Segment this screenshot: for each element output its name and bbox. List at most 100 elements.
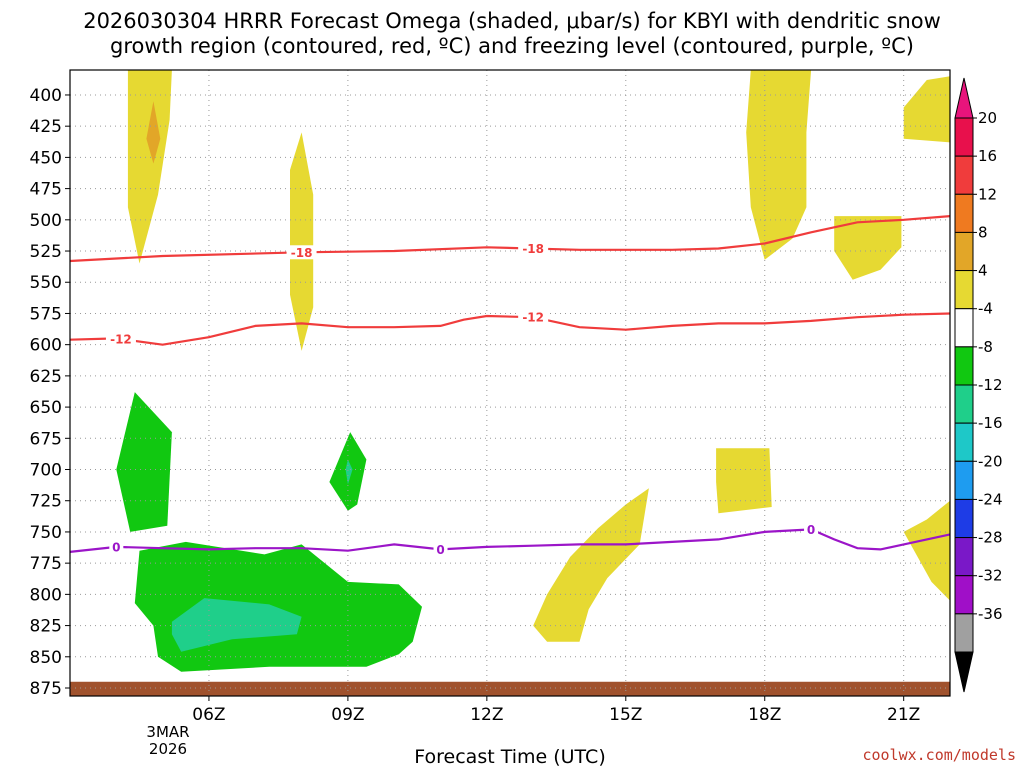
colorbar-swatch-3 <box>954 231 974 272</box>
date-label-day: 3MAR <box>146 723 189 741</box>
contour-label-bg-zero-1 <box>433 542 448 557</box>
grid-lines <box>70 70 950 696</box>
x-axis-ticks: 06Z 09Z 12Z 15Z 18Z 21Z <box>192 696 920 725</box>
colorbar-label-3: 8 <box>978 223 988 241</box>
y-tick-label-500: 500 <box>30 211 62 231</box>
colorbar-swatch-7 <box>954 384 974 424</box>
terrain-layer <box>70 681 950 696</box>
y-axis-ticks: 400 425 450 475 500 525 550 575 600 625 650 675 700 7… <box>30 86 70 699</box>
colorbar-label-7: -12 <box>978 376 1003 394</box>
colorbar-swatch-5 <box>954 308 974 348</box>
colorbar: 20 16 12 8 4 -4 -8 -12 -16 -20 -24 -28 -32 -36 <box>954 77 1003 693</box>
y-tick-label-775: 775 <box>30 554 62 574</box>
date-label-year: 2026 <box>149 740 187 758</box>
y-tick-label-475: 475 <box>30 180 62 200</box>
y-tick-label-825: 825 <box>30 617 62 637</box>
y-tick-label-875: 875 <box>30 679 62 699</box>
contour-minus-12 <box>69 312 951 346</box>
colorbar-label-5: -4 <box>978 300 993 318</box>
y-tick-label-750: 750 <box>30 523 62 543</box>
y-tick-label-525: 525 <box>30 242 62 262</box>
contour-label-minus-18-0: -18 <box>291 246 313 260</box>
y-tick-label-600: 600 <box>30 336 62 356</box>
colorbar-swatch-8 <box>954 422 974 462</box>
y-tick-label-850: 850 <box>30 648 62 668</box>
colorbar-top-arrow <box>954 77 974 119</box>
colorbar-label-9: -20 <box>978 452 1003 470</box>
colorbar-swatch-2 <box>954 193 974 233</box>
title-line-2: growth region (contoured, red, ºC) and f… <box>110 34 914 58</box>
shaded-regions <box>116 70 950 672</box>
contour-label-zero-0: 0 <box>112 540 120 554</box>
y-tick-label-450: 450 <box>30 148 62 168</box>
y-tick-label-400: 400 <box>30 86 62 106</box>
x-tick-label-15Z: 15Z <box>609 705 642 725</box>
y-tick-label-625: 625 <box>30 367 62 387</box>
colorbar-swatch-0 <box>954 117 974 157</box>
x-tick-label-18Z: 18Z <box>748 705 781 725</box>
colorbar-swatch-6 <box>954 346 974 386</box>
shaded-region-rising-core-05z <box>146 101 161 164</box>
terrain-surface <box>70 681 950 696</box>
y-tick-label-425: 425 <box>30 117 62 137</box>
contour-label-minus-12-0: -12 <box>110 333 132 347</box>
colorbar-swatch-1 <box>954 155 974 195</box>
colorbar-swatch-9 <box>954 460 974 500</box>
shaded-region-rising-patch-20z <box>834 216 902 280</box>
colorbar-swatch-10 <box>954 498 974 539</box>
y-tick-label-675: 675 <box>30 429 62 449</box>
plot-area: -18 -18 -12 -12 0 0 0 <box>69 69 951 697</box>
y-tick-label-725: 725 <box>30 492 62 512</box>
contour-label-zero-2: 0 <box>807 523 815 537</box>
x-tick-label-21Z: 21Z <box>887 705 920 725</box>
shaded-region-sinking-lower-core <box>171 598 302 652</box>
colorbar-swatch-11 <box>954 537 974 577</box>
colorbar-label-11: -28 <box>978 529 1003 547</box>
shaded-region-sinking-09z-core <box>345 459 353 485</box>
colorbar-label-12: -32 <box>978 567 1003 585</box>
colorbar-swatch-12 <box>954 575 974 615</box>
contour-label-bg-minus-12-0 <box>105 332 136 347</box>
y-tick-label-700: 700 <box>30 461 62 481</box>
contour-label-bg-zero-2 <box>804 522 819 537</box>
contour-zero <box>69 528 951 553</box>
colorbar-label-0: 20 <box>978 109 997 127</box>
colorbar-label-6: -8 <box>978 338 993 356</box>
contour-label-zero-1: 0 <box>436 543 444 557</box>
colorbar-label-1: 16 <box>978 147 997 165</box>
x-axis-title: Forecast Time (UTC) <box>414 746 605 768</box>
contour-label-minus-18-1: -18 <box>522 242 544 256</box>
contour-label-bg-zero-0 <box>109 539 124 554</box>
contour-label-bg-minus-18-0 <box>286 245 317 260</box>
y-tick-label-575: 575 <box>30 304 62 324</box>
y-tick-label-550: 550 <box>30 273 62 293</box>
colorbar-label-8: -16 <box>978 414 1003 432</box>
colorbar-bottom-arrow <box>954 651 974 693</box>
contour-label-minus-12-1: -12 <box>522 311 544 325</box>
contour-label-bg-minus-12-1 <box>518 310 549 325</box>
title-line-1: 2026030304 HRRR Forecast Omega (shaded, … <box>83 9 941 33</box>
x-tick-label-12Z: 12Z <box>470 705 503 725</box>
x-tick-label-09Z: 09Z <box>331 705 364 725</box>
y-tick-label-800: 800 <box>30 585 62 605</box>
x-tick-label-06Z: 06Z <box>192 705 225 725</box>
colorbar-label-10: -24 <box>978 490 1003 508</box>
contour-label-bg-minus-18-1 <box>518 241 549 256</box>
shaded-region-rising-patch-14z <box>533 488 649 642</box>
credit-text: coolwx.com/models <box>862 746 1016 764</box>
shaded-region-rising-patch-21z-low <box>903 500 950 601</box>
colorbar-swatch-4 <box>954 270 974 310</box>
shaded-region-sinking-05z <box>116 392 172 532</box>
colorbar-label-2: 12 <box>978 185 997 203</box>
contour-lines: -18 -18 -12 -12 0 0 0 <box>69 215 951 557</box>
y-tick-label-650: 650 <box>30 398 62 418</box>
shaded-region-rising-patch-18z-low <box>716 448 772 514</box>
colorbar-label-4: 4 <box>978 262 988 280</box>
shaded-region-rising-column-18z <box>746 70 812 260</box>
plot-frame <box>69 69 951 697</box>
colorbar-swatch-13 <box>954 613 974 653</box>
shaded-region-rising-column-08z <box>290 132 314 351</box>
colorbar-label-13: -36 <box>978 605 1003 623</box>
shaded-region-rising-column-05z <box>127 70 172 264</box>
